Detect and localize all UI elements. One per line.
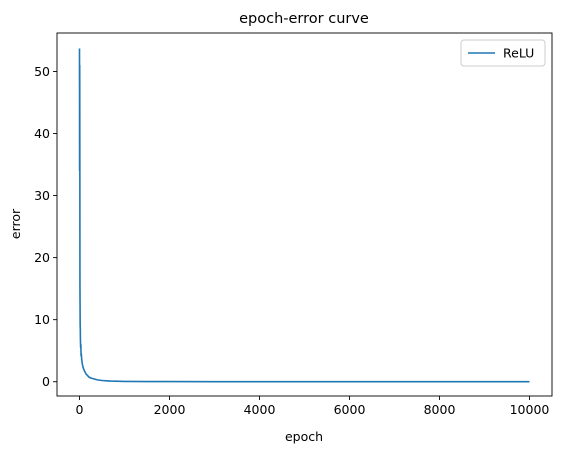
y-tick-label-0: 0 [42,374,50,389]
legend-label-0: ReLU [503,46,534,61]
chart-title: epoch-error curve [239,11,369,27]
x-tick-label-3: 6000 [334,402,366,417]
plot-area: 0 2000 4000 6000 8000 10000 0 10 20 30 40 50 ReLU [34,32,553,417]
x-tick-label-5: 10000 [510,402,550,417]
y-axis-label: error [8,208,23,239]
y-tick-label-3: 30 [34,188,50,203]
x-tick-label-2: 4000 [244,402,276,417]
y-tick-label-5: 50 [34,64,50,79]
legend-box [460,39,546,67]
axes-frame [56,32,553,397]
y-tick-label-2: 20 [34,250,50,265]
series-line-0 [78,48,530,383]
y-tick-label-1: 10 [34,312,50,327]
y-tick-label-4: 40 [34,126,50,141]
x-tick-label-0: 0 [76,402,84,417]
x-tick-label-1: 2000 [154,402,186,417]
x-tick-label-4: 8000 [424,402,456,417]
x-axis-label: epoch [285,429,323,444]
